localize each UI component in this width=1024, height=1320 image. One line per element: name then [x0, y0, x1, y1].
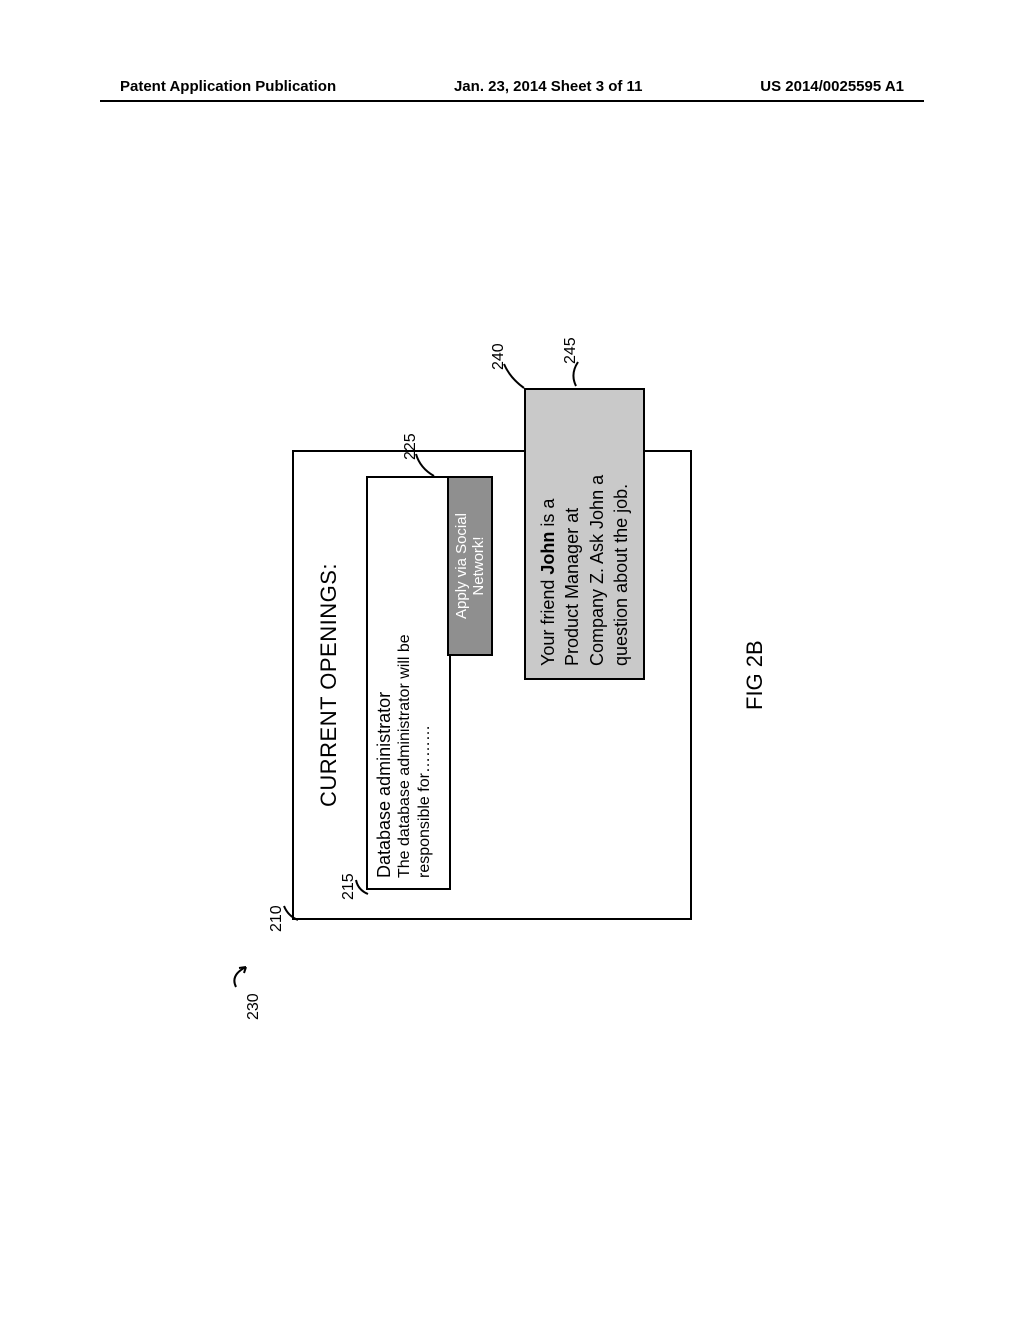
ref-230: 230: [232, 959, 263, 1020]
tip-p4: Company Z. Ask John a: [587, 475, 607, 666]
ref-245-leader-icon: [568, 358, 588, 388]
job-desc-line2: responsible for………: [415, 488, 435, 878]
header-left: Patent Application Publication: [120, 78, 336, 95]
job-desc-line1: The database administrator will be: [395, 488, 415, 878]
page: Patent Application Publication Jan. 23, …: [0, 0, 1024, 1320]
ref-240-leader-icon: [502, 360, 528, 390]
ref-215-leader-icon: [354, 872, 372, 896]
figure-caption: FIG 2B: [742, 640, 768, 710]
ref-230-label: 230: [245, 993, 262, 1020]
job-listing-215: Database administrator The database admi…: [366, 476, 451, 890]
tip-p2: is a: [538, 499, 558, 532]
tip-p1: Your friend: [538, 575, 558, 666]
tip-p5: question about the job.: [611, 484, 631, 666]
tip-p3: Product Manager at: [562, 508, 582, 666]
friend-tip-245: Your friend John is a Product Manager at…: [524, 388, 645, 680]
ref-230-hook-icon: [232, 959, 258, 989]
figure-stage: 230 CURRENT OPENINGS: Database administr…: [140, 160, 884, 1160]
header-center: Jan. 23, 2014 Sheet 3 of 11: [454, 78, 642, 95]
header-right: US 2014/0025595 A1: [760, 78, 904, 95]
tip-name: John: [538, 532, 558, 575]
apply-via-social-button[interactable]: Apply via Social Network!: [447, 476, 493, 656]
header-rule: [100, 100, 924, 102]
job-title: Database administrator: [374, 488, 395, 878]
openings-heading: CURRENT OPENINGS:: [316, 452, 342, 918]
page-header: Patent Application Publication Jan. 23, …: [0, 78, 1024, 95]
ref-210-leader-icon: [282, 892, 302, 922]
figure-rotation-wrap: 230 CURRENT OPENINGS: Database administr…: [232, 280, 792, 1040]
ref-225-leader-icon: [414, 448, 438, 478]
figure-2b: 230 CURRENT OPENINGS: Database administr…: [232, 280, 792, 1040]
